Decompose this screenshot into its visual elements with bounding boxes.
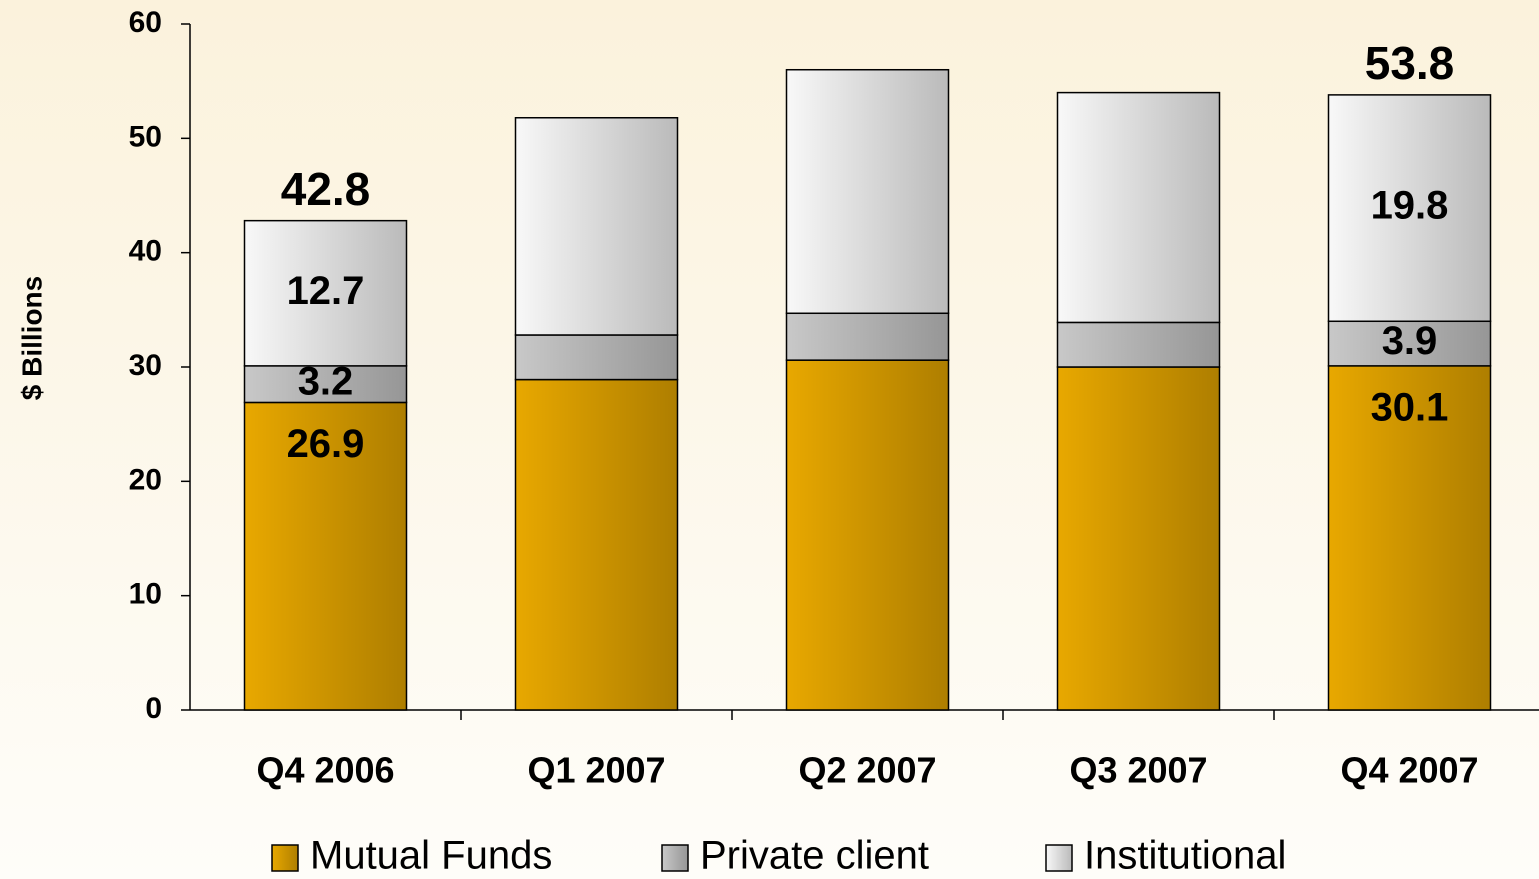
bar-shade <box>1056 321 1221 368</box>
bar-shade <box>514 334 679 381</box>
bar-shade <box>785 68 950 315</box>
y-tick-label: 60 <box>129 6 162 39</box>
bar-shade <box>514 117 679 336</box>
bar-shade <box>243 365 408 404</box>
bar-shade <box>785 359 950 711</box>
x-tick-label: Q1 2007 <box>527 750 665 791</box>
total-label: 53.8 <box>1365 37 1455 89</box>
bar-shade <box>1327 365 1492 711</box>
data-label: 26.9 <box>287 422 365 466</box>
x-tick-label: Q4 2006 <box>256 750 394 791</box>
bar-shade <box>785 312 950 361</box>
legend-swatch-shade <box>271 844 299 872</box>
data-label: 3.9 <box>1382 319 1438 363</box>
legend-swatch-shade <box>661 844 689 872</box>
x-tick-label: Q4 2007 <box>1340 750 1478 791</box>
y-tick-label: 40 <box>129 235 162 268</box>
bar-shade <box>243 219 408 367</box>
data-label: 30.1 <box>1371 385 1449 429</box>
y-axis-label: $ Billions <box>16 276 47 400</box>
bar-shade <box>1327 320 1492 367</box>
bar-shade <box>1056 366 1221 711</box>
data-label: 19.8 <box>1371 184 1449 228</box>
data-label: 12.7 <box>287 269 365 313</box>
legend-swatch-shade <box>1045 844 1073 872</box>
data-label: 3.2 <box>298 360 354 404</box>
y-tick-label: 20 <box>129 463 162 496</box>
x-tick-label: Q2 2007 <box>798 750 936 791</box>
total-label: 42.8 <box>281 163 371 215</box>
bar-shade <box>243 401 408 711</box>
x-tick-label: Q3 2007 <box>1069 750 1207 791</box>
y-tick-label: 0 <box>145 692 162 725</box>
bar-shade <box>1327 94 1492 323</box>
y-tick-label: 50 <box>129 120 162 153</box>
y-tick-label: 30 <box>129 349 162 382</box>
legend-label: Mutual Funds <box>310 834 552 878</box>
bar-shade <box>1056 91 1221 324</box>
legend-label: Institutional <box>1084 834 1286 878</box>
bar-shade <box>514 378 679 711</box>
y-tick-label: 10 <box>129 578 162 611</box>
legend-label: Private client <box>700 834 929 878</box>
